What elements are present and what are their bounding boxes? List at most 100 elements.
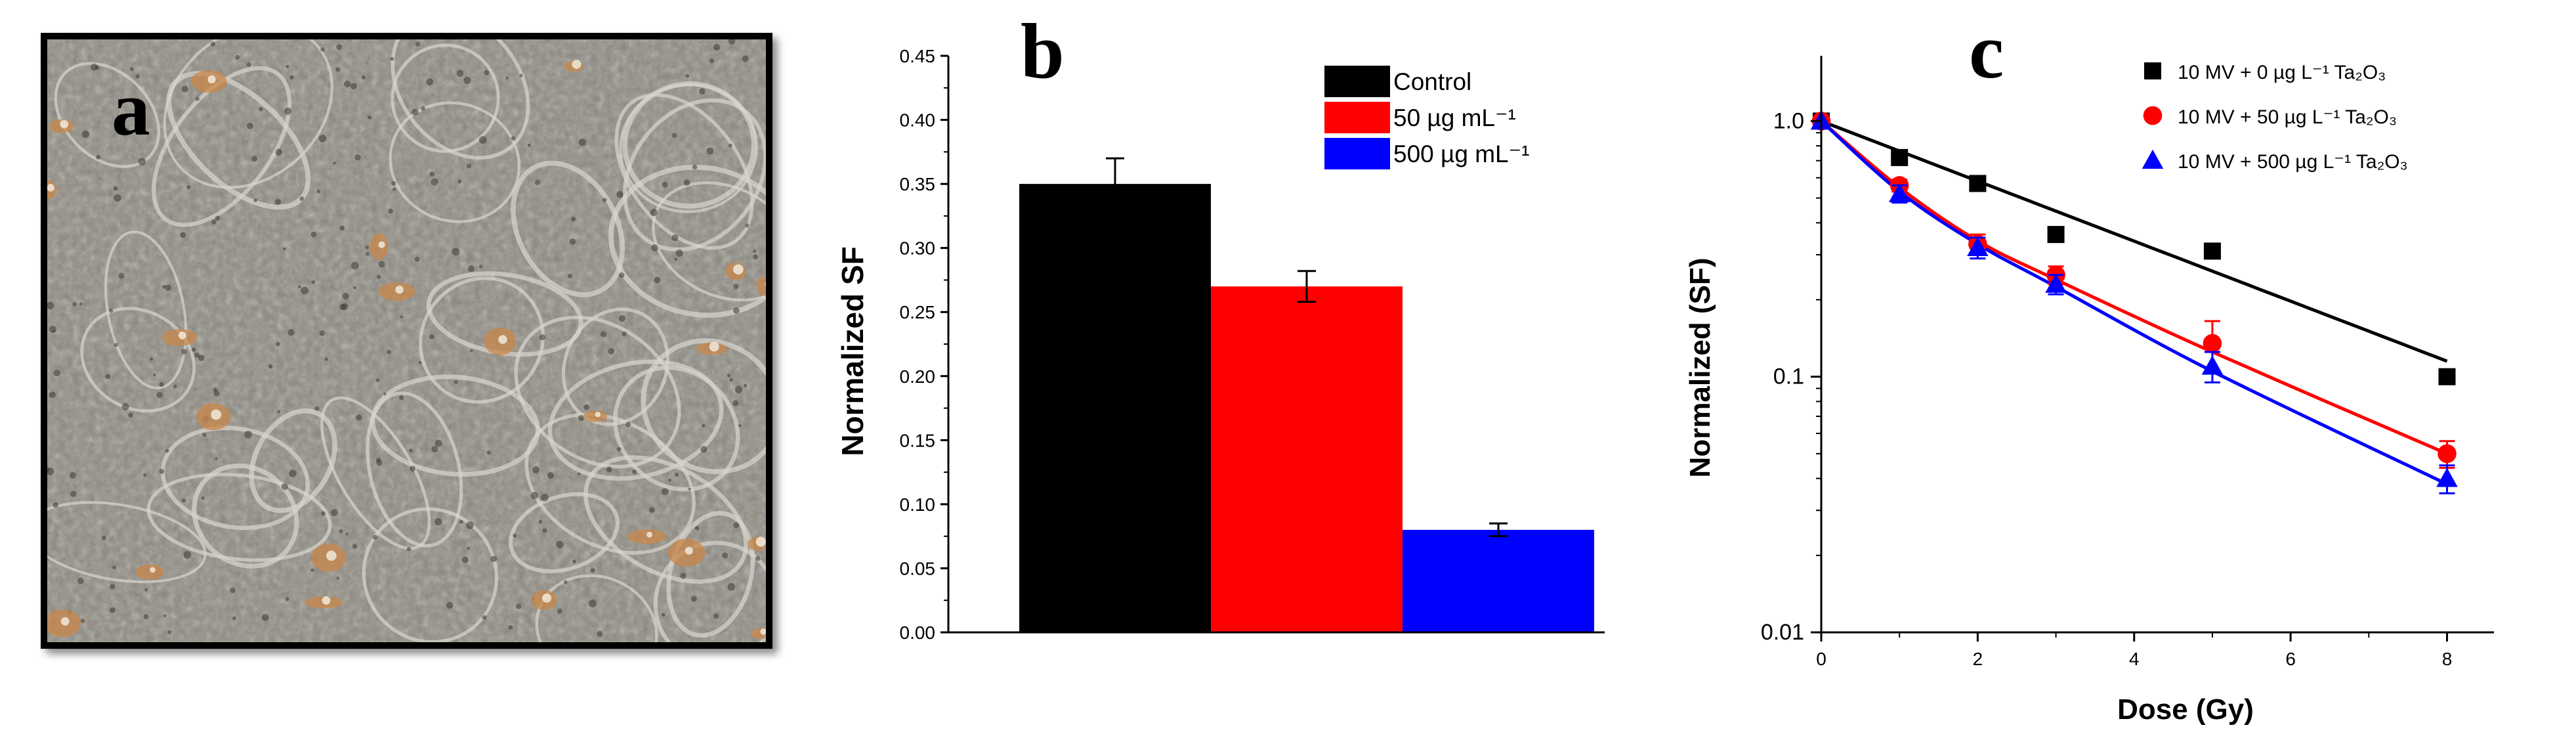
cell-granule bbox=[112, 565, 116, 570]
cell-granule bbox=[572, 559, 576, 564]
b-y-tick-label: 0.15 bbox=[900, 430, 936, 450]
cell-membrane bbox=[652, 181, 766, 302]
cell-granule bbox=[299, 196, 305, 201]
cell-granule bbox=[96, 154, 101, 160]
cell-granule bbox=[541, 493, 549, 502]
cell-granule bbox=[144, 588, 148, 592]
cell-granule bbox=[285, 597, 289, 601]
cell-granule bbox=[478, 265, 483, 269]
cell-membrane bbox=[163, 39, 333, 189]
cell-granule bbox=[47, 301, 54, 310]
cell-granule bbox=[165, 284, 172, 292]
cell-granule bbox=[454, 380, 458, 384]
cell-granule bbox=[163, 614, 167, 618]
cell-granule bbox=[410, 466, 416, 472]
cell-granule bbox=[675, 472, 679, 477]
cell-granule bbox=[372, 535, 377, 540]
cell-granule bbox=[578, 139, 587, 146]
cell-granule bbox=[733, 284, 739, 290]
cell-membrane bbox=[608, 164, 766, 318]
cell-granule bbox=[600, 331, 607, 338]
b-y-tick-label: 0.40 bbox=[900, 110, 936, 131]
c-point-circle bbox=[2438, 444, 2457, 464]
cell-granule bbox=[183, 551, 192, 559]
cell-granule bbox=[547, 471, 555, 479]
cell-granule bbox=[159, 468, 165, 474]
cell-membrane bbox=[146, 472, 332, 562]
b-legend-swatch bbox=[1324, 102, 1390, 133]
cell-granule bbox=[388, 208, 393, 214]
cell-granule bbox=[324, 357, 329, 361]
cell-membrane bbox=[370, 374, 540, 477]
cell-granule bbox=[650, 208, 658, 217]
c-point-square bbox=[2203, 242, 2221, 260]
bright-vesicle bbox=[60, 120, 69, 129]
panel-c-letter: c bbox=[1969, 7, 2004, 95]
b-legend-label: 500 µg mL⁻¹ bbox=[1393, 141, 1529, 167]
c-legend: 10 MV + 0 µg L⁻¹ Ta₂O₃ 10 MV + 50 µg L⁻¹ … bbox=[2142, 62, 2408, 173]
cell-granule bbox=[461, 556, 469, 563]
b-y-tick-label: 0.30 bbox=[900, 238, 936, 259]
cell-granule bbox=[70, 491, 77, 497]
cell-granule bbox=[434, 439, 442, 447]
photo-border bbox=[41, 33, 772, 649]
cell-granule bbox=[755, 556, 761, 561]
cell-granule bbox=[211, 219, 217, 225]
cell-granule bbox=[289, 75, 294, 80]
cell-granule bbox=[320, 47, 326, 52]
cell-granule bbox=[114, 343, 118, 347]
cell-granule bbox=[336, 577, 339, 580]
cell-granule bbox=[671, 234, 679, 242]
cell-granule bbox=[661, 613, 665, 617]
cell-granule bbox=[527, 143, 531, 147]
cell-granule bbox=[378, 261, 385, 268]
c-point-square bbox=[2438, 368, 2456, 385]
cell-granule bbox=[244, 430, 252, 439]
cell-granule bbox=[53, 370, 60, 377]
b-legend-swatch bbox=[1324, 66, 1390, 97]
bright-vesicle bbox=[572, 60, 581, 69]
cell-granule bbox=[685, 74, 690, 78]
cell-granule bbox=[143, 614, 149, 619]
b-bar bbox=[1211, 286, 1403, 632]
cell-granule bbox=[194, 352, 200, 358]
cell-granule bbox=[738, 424, 742, 427]
cell-granule bbox=[532, 466, 539, 473]
c-x-tick-label: 6 bbox=[2285, 649, 2296, 669]
cell-granule bbox=[390, 56, 394, 61]
cell-membrane bbox=[104, 230, 188, 389]
cell-granule bbox=[556, 540, 564, 549]
cell-granule bbox=[694, 526, 700, 531]
cell-granule bbox=[118, 273, 125, 279]
cell-granule bbox=[375, 378, 380, 383]
cell-granule bbox=[467, 265, 475, 273]
cell-membrane bbox=[614, 93, 754, 250]
cell-granule bbox=[159, 382, 164, 387]
c-y-tick-label: 1.0 bbox=[1773, 108, 1804, 133]
cell-granule bbox=[284, 107, 292, 115]
cell-granule bbox=[72, 301, 77, 307]
cell-membrane bbox=[320, 396, 431, 550]
cell-membrane bbox=[249, 408, 337, 513]
cell-granule bbox=[319, 330, 326, 336]
cell-granule bbox=[215, 215, 221, 221]
cell-granule bbox=[162, 284, 167, 289]
cell-membrane bbox=[362, 507, 499, 642]
cell-granule bbox=[616, 190, 623, 198]
cell-granule bbox=[80, 619, 85, 623]
cell-membrane bbox=[47, 501, 207, 584]
cell-granule bbox=[113, 186, 118, 191]
cell-granule bbox=[648, 507, 655, 513]
cell-granule bbox=[335, 67, 341, 72]
cell-granule bbox=[446, 601, 454, 609]
cell-granule bbox=[314, 406, 320, 411]
cell-granule bbox=[121, 403, 129, 410]
cell-granule bbox=[602, 198, 607, 202]
cell-granule bbox=[482, 615, 487, 620]
cell-granule bbox=[478, 136, 487, 144]
b-y-tick-label: 0.20 bbox=[900, 366, 936, 387]
photo-texture bbox=[47, 39, 766, 642]
cell-granule bbox=[690, 596, 697, 602]
cell-membrane bbox=[152, 66, 292, 227]
